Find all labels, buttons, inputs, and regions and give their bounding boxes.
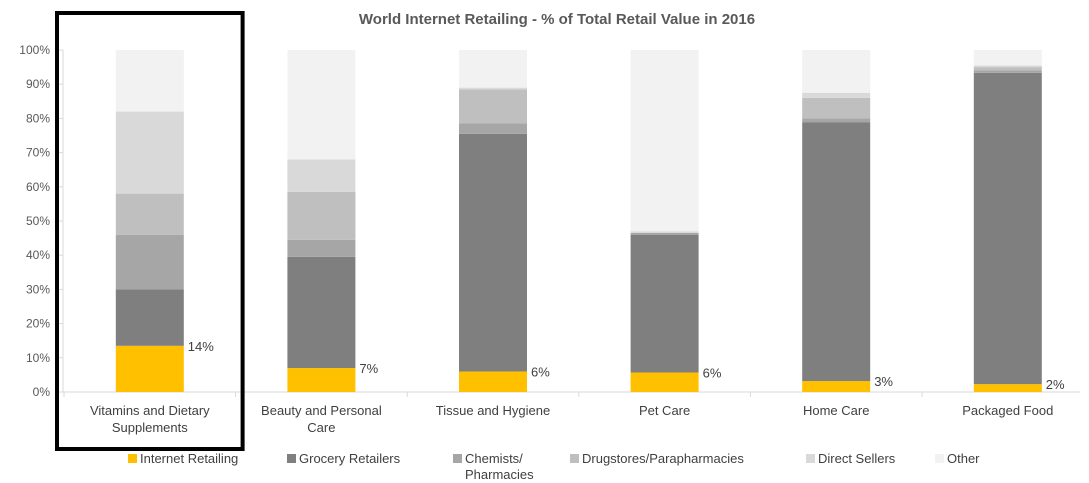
y-tick-label: 80% [26,111,50,125]
bar-segment [115,193,184,235]
bar-segment [459,50,527,88]
y-tick-label: 50% [26,214,50,228]
bar-segment [802,118,871,123]
bar-segment [973,50,1042,66]
bar-segment [630,234,699,373]
legend: Internet Retailing Grocery Retailers Chemi… [128,451,980,482]
y-tick-label: 10% [26,351,50,365]
legend-swatch [570,454,579,463]
y-tick-label: 70% [26,146,50,160]
y-tick-label: 0% [33,385,51,399]
bar-segment [973,70,1042,73]
data-label: 6% [531,364,550,379]
bar-segment [802,97,871,119]
data-label: 14% [188,339,214,354]
x-tick-label: Pet Care [639,403,690,418]
legend-label: Drugstores/Parapharmacies [582,451,744,466]
highlight-box [55,11,245,451]
bar-segment [459,87,527,90]
data-labels-group: 14% 7% 6% 6% 3% 2% [188,339,1065,392]
bar-segment [115,289,184,346]
legend-label: Grocery Retailers [299,451,401,466]
x-tick-label: Home Care [803,403,869,418]
bar-segment [973,72,1042,385]
y-tick-label: 90% [26,77,50,91]
bar-segment [630,232,699,235]
bar-segment [287,239,356,257]
bar-segment [115,345,184,392]
x-tick-label: Tissue and Hygiene [436,403,550,418]
bar-segment [802,50,871,93]
bar-segment [802,122,871,382]
legend-label: Chemists/Pharmacies [465,451,534,482]
bar-segment [115,234,184,290]
legend-label: Internet Retailing [140,451,238,466]
bar-segment [802,92,871,98]
bar-segment [287,50,356,160]
bar-segment [459,371,527,392]
y-tick-label: 30% [26,282,50,296]
bar-segment [630,372,699,392]
bar-segment [287,256,356,369]
chart-title: World Internet Retailing - % of Total Re… [359,11,755,28]
legend-label: Direct Sellers [818,451,896,466]
y-axis: 0% 10% 20% 30% 40% 50% 60% 70% 80% 90% 100% [19,43,1080,399]
bar-segment [459,89,527,124]
bar-segment [630,231,699,233]
bar-segment [459,133,527,372]
x-tick-label: Beauty and Personal Care [261,403,382,435]
bar-segment [459,123,527,134]
data-label: 7% [359,361,378,376]
y-tick-label: 40% [26,248,50,262]
bar-segment [802,381,871,392]
bar-segment [287,159,356,192]
x-tick-label: Packaged Food [962,403,1053,418]
bar-segment [115,111,184,194]
bar-segment [287,368,356,392]
data-label: 6% [703,366,722,381]
bar-segment [973,65,1042,68]
bar-segment [287,191,356,240]
bar-segment [973,67,1042,71]
x-tick-label: Vitamins and Dietary Supplements [90,403,210,435]
y-tick-label: 20% [26,317,50,331]
legend-swatch [935,454,944,463]
legend-label: Other [947,451,980,466]
bar-segment [630,50,699,232]
legend-swatch [806,454,815,463]
y-tick-label: 100% [19,43,50,57]
bar-segment [973,384,1042,392]
x-axis-labels: Vitamins and Dietary Supplements Beauty an… [90,403,1053,435]
data-label: 2% [1046,377,1065,392]
y-tick-label: 60% [26,180,50,194]
data-label: 3% [874,374,893,389]
legend-swatch [453,454,462,463]
bars-group [115,50,1042,392]
bar-segment [115,50,184,112]
legend-swatch [128,454,137,463]
legend-swatch [287,454,296,463]
